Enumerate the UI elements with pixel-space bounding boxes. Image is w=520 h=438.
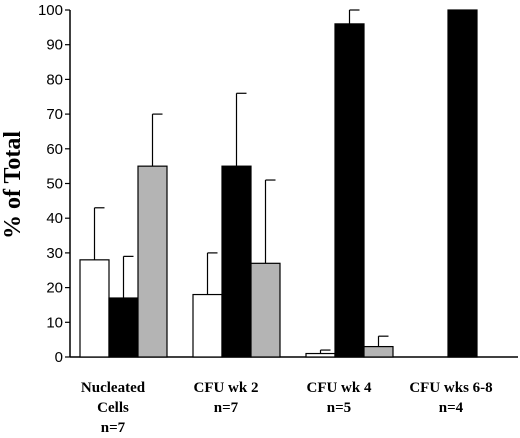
category-label-line: CFU wk 2 [193, 380, 258, 396]
y-tick-label: 100 [38, 2, 63, 19]
bars [79, 9, 478, 358]
category-label-line: n=5 [327, 400, 351, 416]
y-tick-label: 10 [46, 314, 63, 331]
category-label-line: Nucleated [81, 380, 146, 396]
y-tick-label: 40 [46, 210, 63, 227]
y-ticks: 0 10 20 30 40 50 60 70 80 90 100 [38, 2, 70, 366]
y-tick-label: 70 [46, 106, 63, 123]
bar-s2-4 [447, 9, 478, 358]
bar-s3-3 [363, 345, 394, 358]
bar-s2-1 [108, 297, 139, 358]
y-axis-title: % of Total [0, 131, 26, 239]
category-label-line: n=7 [214, 400, 239, 416]
category-label-line: Cells [97, 400, 129, 416]
category-label-line: CFU wks 6-8 [409, 380, 492, 396]
bar-s3-1 [137, 165, 168, 358]
y-tick-label: 30 [46, 245, 63, 262]
error-bars [93, 9, 389, 354]
bar-s3-2 [250, 262, 281, 358]
category-labels: Nucleated Cells n=7 CFU wk 2 n=7 CFU wk 4 n=5 C… [81, 380, 493, 436]
bar-s2-2 [221, 165, 252, 358]
category-label-line: n=7 [101, 420, 126, 436]
y-axis-title-group: % of Total [0, 131, 26, 239]
y-tick-label: 50 [46, 176, 63, 193]
bar-s1-1 [79, 259, 110, 358]
y-tick-label: 90 [46, 37, 63, 54]
bar-s1-2 [192, 293, 223, 358]
y-tick-label: 80 [46, 71, 63, 88]
category-label-line: CFU wk 4 [306, 380, 372, 396]
y-tick-label: 60 [46, 141, 63, 158]
bar-s2-3 [334, 23, 365, 358]
bar-s1-3 [305, 352, 336, 358]
y-tick-label: 0 [55, 349, 63, 366]
category-label-line: n=4 [439, 400, 464, 416]
y-tick-label: 20 [46, 280, 63, 297]
